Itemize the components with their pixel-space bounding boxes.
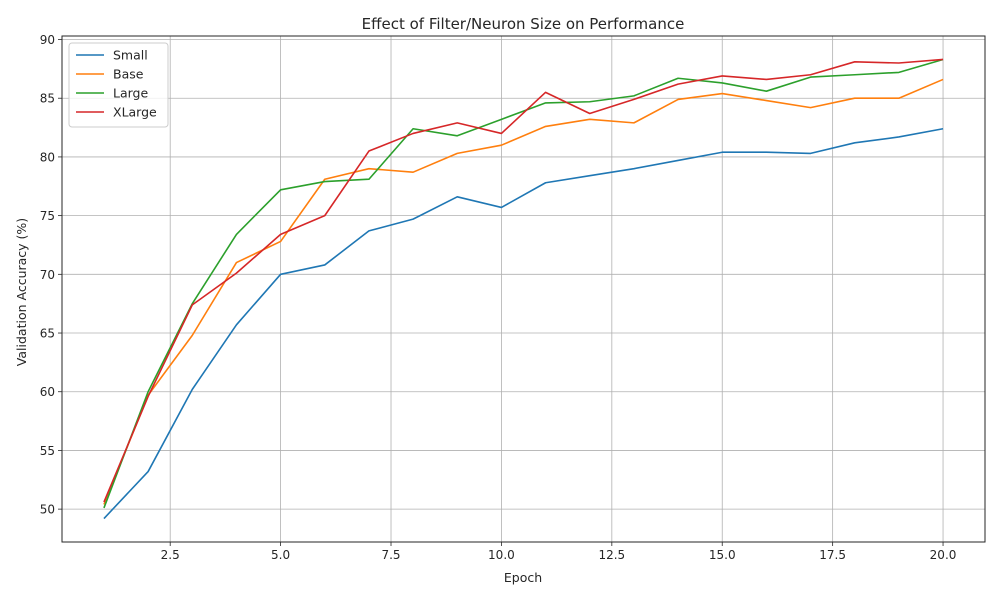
y-tick-label: 75	[40, 209, 55, 223]
y-tick-label: 50	[40, 503, 55, 517]
x-tick-label: 2.5	[161, 548, 180, 562]
series-line-base	[103, 78, 944, 505]
legend-label-large: Large	[113, 86, 148, 101]
y-tick-label: 70	[40, 268, 55, 282]
legend-label-xlarge: XLarge	[113, 105, 157, 120]
x-axis-ticks: 2.5 5.0 7.5 10.0 12.5 15.0 17.5 20.0	[161, 542, 957, 562]
plot-area-frame	[61, 35, 986, 543]
y-axis-ticks: 50 55 60 65 70 75 80 85 90	[40, 33, 62, 517]
chart-title: Effect of Filter/Neuron Size on Performa…	[362, 15, 685, 33]
x-tick-label: 10.0	[488, 548, 515, 562]
y-tick-label: 65	[40, 327, 55, 341]
x-tick-label: 17.5	[819, 548, 846, 562]
series-line-large	[103, 58, 944, 509]
y-tick-label: 80	[40, 150, 55, 164]
series-line-xlarge	[103, 58, 944, 503]
legend-label-base: Base	[113, 67, 144, 82]
legend-label-small: Small	[113, 48, 148, 63]
y-tick-label: 90	[40, 33, 55, 47]
x-tick-label: 5.0	[271, 548, 290, 562]
legend-box	[68, 42, 169, 128]
y-tick-label: 55	[40, 444, 55, 458]
y-axis-label: Validation Accuracy (%)	[14, 218, 29, 366]
x-tick-label: 12.5	[598, 548, 625, 562]
y-tick-label: 60	[40, 385, 55, 399]
legend: Small Base Large XLarge	[68, 42, 169, 128]
y-tick-label: 85	[40, 92, 55, 106]
grid-lines	[62, 36, 985, 542]
x-tick-label: 7.5	[381, 548, 400, 562]
series-lines	[103, 58, 944, 520]
x-tick-label: 20.0	[930, 548, 957, 562]
series-line-small	[103, 127, 944, 520]
x-axis-label: Epoch	[504, 570, 542, 585]
x-tick-label: 15.0	[709, 548, 736, 562]
